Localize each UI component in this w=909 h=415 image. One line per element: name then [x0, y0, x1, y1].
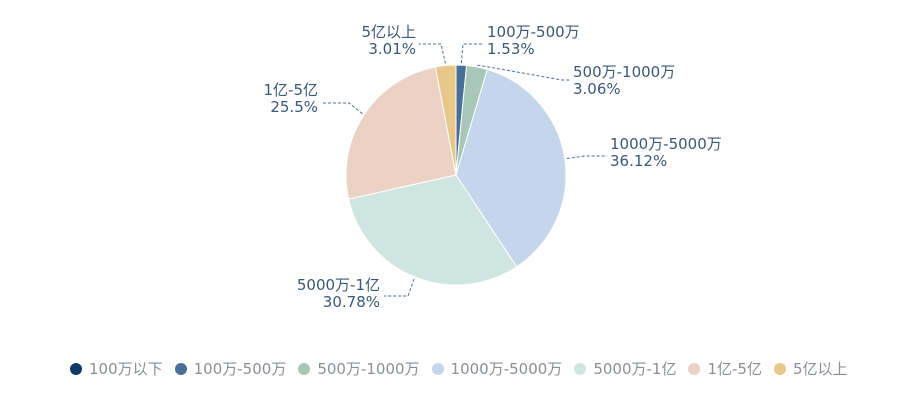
legend-item[interactable]: 1000万-5000万 [431, 355, 563, 383]
slice-category-label: 1000万-5000万 [610, 135, 722, 153]
label-leader-line [566, 155, 607, 160]
slice-percent-label: 1.53% [487, 40, 535, 58]
legend-swatch [431, 363, 444, 375]
legend-label: 1000万-5000万 [450, 360, 563, 378]
chart-legend: 100万以下 100万-500万 500万-1000万 1000万-5000万 5000… [70, 355, 870, 383]
pie-slice[interactable] [434, 64, 457, 176]
legend-swatch [70, 363, 82, 375]
legend-swatch [174, 363, 187, 375]
legend-label: 5亿以上 [792, 360, 848, 378]
slice-category-label: 100万-500万 [487, 23, 580, 41]
slice-category-label: 1亿-5亿 [264, 81, 319, 99]
legend-item[interactable]: 100万以下 [70, 355, 163, 383]
label-leader-line [477, 64, 570, 81]
pie-slice[interactable] [345, 66, 457, 200]
slice-percent-label: 25.5% [270, 98, 318, 116]
legend-item[interactable]: 5000万-1亿 [574, 355, 676, 383]
legend-item[interactable]: 500万-1000万 [298, 355, 420, 383]
slice-percent-label: 30.78% [323, 293, 380, 311]
legend-swatch [298, 363, 311, 375]
label-leader-line [384, 278, 415, 297]
legend-swatch [574, 363, 587, 375]
label-leader-line [322, 102, 363, 114]
legend-item[interactable]: 100万-500万 [174, 355, 287, 383]
slice-category-label: 5000万-1亿 [297, 276, 380, 294]
legend-label: 100万以下 [89, 360, 163, 378]
slice-category-label: 500万-1000万 [573, 63, 675, 81]
legend-label: 1亿-5亿 [707, 360, 762, 378]
label-leader-line [419, 43, 446, 64]
slice-category-label: 5亿以上 [361, 23, 416, 41]
legend-swatch [688, 363, 701, 375]
legend-item[interactable]: 1亿-5亿 [688, 355, 762, 383]
legend-label: 100万-500万 [193, 360, 287, 378]
label-leader-line [460, 43, 484, 64]
legend-item[interactable]: 5亿以上 [773, 355, 848, 383]
legend-label: 5000万-1亿 [593, 360, 677, 378]
legend-swatch [773, 363, 786, 375]
slice-percent-label: 3.01% [368, 40, 416, 58]
legend-label: 500万-1000万 [317, 360, 420, 378]
pie-slice[interactable] [348, 174, 518, 286]
pie-slice[interactable] [455, 68, 567, 268]
slice-percent-label: 36.12% [610, 152, 667, 170]
slice-percent-label: 3.06% [573, 80, 621, 98]
